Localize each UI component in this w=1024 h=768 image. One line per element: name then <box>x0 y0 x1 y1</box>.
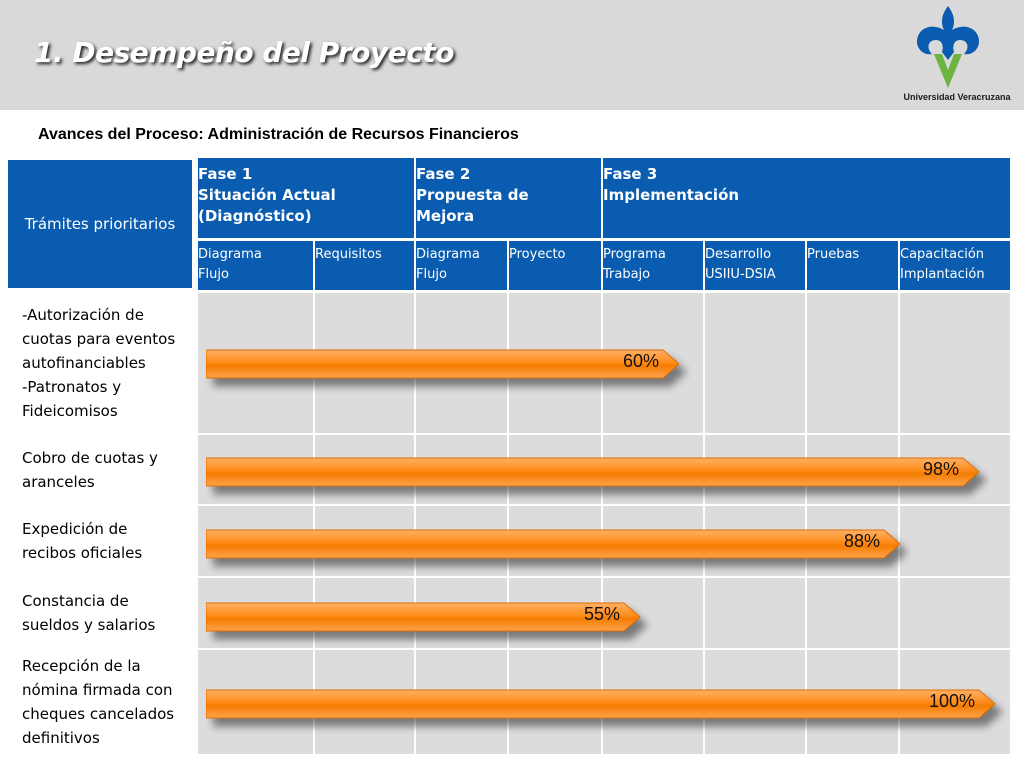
phase-title: Fase 2 <box>416 165 471 183</box>
phase-header-3: Fase 3 Implementación <box>603 158 1010 238</box>
subcolumn-header-6: Desarrollo USIIU-DSIA <box>705 241 805 290</box>
page-title: 1. Desempeño del Proyecto <box>34 36 454 69</box>
progress-bar: 88% <box>206 528 900 560</box>
row-label-line: autofinanciables <box>22 354 146 372</box>
phase-note: (Diagnóstico) <box>198 207 312 225</box>
subcolumn-line2: Flujo <box>198 267 229 282</box>
table-cell <box>900 293 1010 433</box>
subcolumn-line1: Desarrollo <box>705 247 772 262</box>
subcolumn-line1: Diagrama <box>198 247 262 262</box>
subcolumn-line1: Programa <box>603 247 666 262</box>
corner-label: Trámites prioritarios <box>24 215 176 233</box>
progress-label: 100% <box>928 691 975 711</box>
phase-header-2: Fase 2 Propuesta de Mejora <box>416 158 601 238</box>
subcolumn-header-5: Programa Trabajo <box>603 241 703 290</box>
phase-header-1: Fase 1 Situación Actual (Diagnóstico) <box>198 158 414 238</box>
phase-subtitle: Implementación <box>603 186 740 204</box>
subcolumn-line2: Trabajo <box>603 267 651 282</box>
row-label-4: Constancia de sueldos y salarios <box>6 578 194 648</box>
row-label-line: Recepción de la <box>22 657 141 675</box>
table-cell <box>705 293 805 433</box>
row-label-line: cuotas para eventos <box>22 330 176 348</box>
row-label-5: Recepción de la nómina firmada con cheques… <box>6 650 194 754</box>
progress-label: 98% <box>922 459 959 479</box>
row-label-line: Expedición de <box>22 520 128 538</box>
table-cell <box>900 506 1010 576</box>
row-label-line: -Autorización de <box>22 306 144 324</box>
row-label-3: Expedición de recibos oficiales <box>6 506 194 576</box>
progress-bar: 100% <box>206 688 995 720</box>
table-cell <box>900 578 1010 648</box>
subcolumn-line1: Capacitación <box>900 247 985 262</box>
subcolumn-line2: Implantación <box>900 267 985 282</box>
university-logo-icon <box>916 6 980 88</box>
subcolumn-line1: Proyecto <box>509 247 566 262</box>
progress-bar: 60% <box>206 348 679 380</box>
row-label-1: -Autorización de cuotas para eventos autof… <box>6 293 194 433</box>
subcolumn-line2: USIIU-DSIA <box>705 267 776 282</box>
subcolumn-header-1: Diagrama Flujo <box>198 241 313 290</box>
subcolumn-line1: Requisitos <box>315 247 382 262</box>
row-label-line: Constancia de <box>22 592 129 610</box>
subcolumn-header-8: Capacitación Implantación <box>900 241 1010 290</box>
phase-subtitle: Situación Actual <box>198 186 336 204</box>
row-label-line: Cobro de cuotas y <box>22 448 158 467</box>
row-label-line: Fideicomisos <box>22 402 118 420</box>
phase-subtitle: Propuesta de <box>416 186 529 204</box>
subcolumn-header-7: Pruebas <box>807 241 898 290</box>
progress-bar: 55% <box>206 601 640 633</box>
row-label-line: aranceles <box>22 472 95 491</box>
section-subtitle: Avances del Proceso: Administración de R… <box>38 126 519 143</box>
progress-bar: 98% <box>206 456 979 488</box>
subcolumn-line2: Flujo <box>416 267 447 282</box>
row-label-line: cheques cancelados <box>22 705 175 723</box>
corner-header: Trámites prioritarios <box>6 158 194 290</box>
phase-note: Mejora <box>416 207 475 225</box>
row-label-line: -Patronatos y <box>22 378 122 396</box>
row-label-line: definitivos <box>22 729 100 747</box>
subcolumn-header-4: Proyecto <box>509 241 601 290</box>
progress-label: 88% <box>843 531 880 551</box>
row-label-line: sueldos y salarios <box>22 616 156 634</box>
phase-title: Fase 3 <box>603 165 658 183</box>
progress-label: 60% <box>622 351 659 371</box>
progress-label: 55% <box>583 604 620 624</box>
table-cell <box>807 578 898 648</box>
row-label-line: nómina firmada con <box>22 681 173 699</box>
table-cell <box>705 578 805 648</box>
row-label-2: Cobro de cuotas y aranceles <box>6 435 194 504</box>
phase-title: Fase 1 <box>198 165 253 183</box>
slide-header: 1. Desempeño del Proyecto Universidad Ve… <box>0 0 1024 110</box>
subcolumn-line1: Pruebas <box>807 247 860 262</box>
subcolumn-header-2: Requisitos <box>315 241 414 290</box>
logo-text: Universidad Veracruzana <box>903 92 1011 102</box>
subcolumn-line1: Diagrama <box>416 247 480 262</box>
row-label-line: recibos oficiales <box>22 544 143 562</box>
subcolumn-header-3: Diagrama Flujo <box>416 241 507 290</box>
table-cell <box>807 293 898 433</box>
